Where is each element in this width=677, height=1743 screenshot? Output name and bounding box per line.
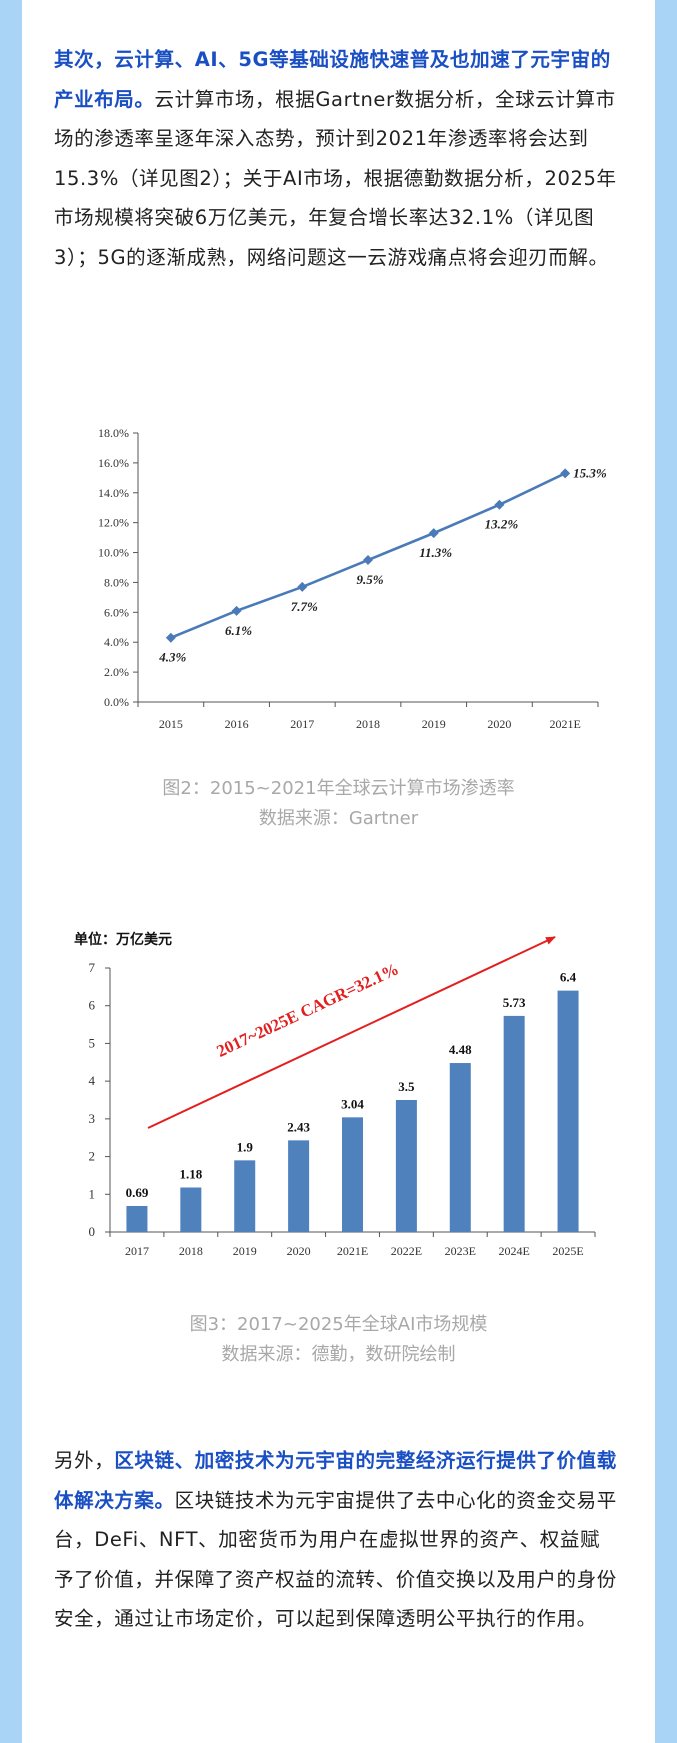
x-tick-label: 2020 [487, 717, 511, 731]
x-tick-label: 2019 [233, 1244, 257, 1258]
y-tick-label: 0.0% [104, 695, 129, 709]
bar [180, 1187, 202, 1232]
data-label: 9.5% [356, 572, 383, 587]
x-tick-label: 2021E [337, 1244, 368, 1258]
x-tick-label: 2020 [287, 1244, 311, 1258]
y-tick-label: 1 [89, 1186, 96, 1201]
bar-value-label: 1.18 [179, 1166, 202, 1181]
bar [503, 1015, 525, 1232]
y-tick-label: 18.0% [98, 426, 129, 440]
y-tick-label: 2 [89, 1149, 96, 1164]
highlight-text: 区块链、加密技术为元宇宙的完整经济运行提供了价值载体解决方案。 [54, 1449, 617, 1512]
x-tick-label: 2018 [179, 1244, 203, 1258]
y-tick-label: 16.0% [98, 456, 129, 470]
bar [395, 1100, 417, 1232]
bar-value-label: 2.43 [287, 1119, 310, 1134]
bar-value-label: 1.9 [237, 1139, 254, 1154]
cloud-penetration-line-chart: 0.0% 2.0% 4.0% 6.0% 8.0% 10.0% 12.0% 14.0% 16.0%… [98, 426, 607, 731]
bar-value-label: 5.73 [503, 995, 526, 1010]
bar-value-label: 3.04 [341, 1096, 364, 1111]
x-tick-label: 2025E [552, 1244, 583, 1258]
x-tick-label: 2021E [549, 717, 580, 731]
y-tick-label: 5 [89, 1035, 96, 1050]
bar [288, 1140, 310, 1232]
y-tick-label: 7 [89, 960, 96, 975]
x-tick-label: 2019 [422, 717, 446, 731]
x-tick-label: 2016 [225, 717, 249, 731]
y-tick-label: 14.0% [98, 486, 129, 500]
x-tick-label: 2022E [391, 1244, 422, 1258]
x-tick-label: 2017 [290, 717, 314, 731]
bar-value-label: 6.4 [560, 970, 577, 985]
y-tick-label: 4.0% [104, 635, 129, 649]
highlight-text: 其次，云计算、AI、5G等基础设施快速普及也加速了元宇宙的产业布局。 [54, 48, 611, 111]
figure2-source: 数据来源：Gartner [258, 808, 419, 829]
x-tick-label: 2023E [445, 1244, 476, 1258]
y-tick-label: 3 [89, 1111, 96, 1126]
bar [557, 990, 579, 1232]
data-point-marker [560, 468, 571, 479]
y-tick-label: 10.0% [98, 546, 129, 560]
data-label: 7.7% [291, 599, 318, 614]
bar [234, 1160, 256, 1232]
y-tick-label: 8.0% [104, 575, 129, 589]
bar-value-label: 3.5 [398, 1079, 415, 1094]
unit-label: 单位：万亿美元 [74, 931, 172, 948]
data-point-marker [428, 528, 439, 539]
y-tick-label: 4 [89, 1073, 96, 1088]
cagr-trend-arrow [147, 936, 556, 1129]
data-point-marker [231, 605, 242, 616]
y-tick-label: 0 [89, 1224, 96, 1239]
bar-value-label: 4.48 [449, 1042, 472, 1057]
data-point-marker [363, 555, 373, 566]
cagr-annotation: 2017~2025E CAGR=32.1% [214, 959, 402, 1061]
y-tick-label: 6.0% [104, 605, 129, 619]
lead-text: 另外， [54, 1449, 115, 1472]
y-tick-label: 12.0% [98, 516, 129, 530]
bar [449, 1063, 471, 1232]
figure3-source: 数据来源：德勤，数研院绘制 [221, 1344, 456, 1365]
paragraph-infrastructure: 其次，云计算、AI、5G等基础设施快速普及也加速了元宇宙的产业布局。云计算市场，… [54, 40, 620, 277]
bar [126, 1205, 148, 1232]
data-label: 4.3% [158, 650, 186, 665]
x-tick-label: 2024E [498, 1244, 529, 1258]
figure2-caption: 图2：2015~2021年全球云计算市场渗透率 [162, 778, 515, 799]
bar [342, 1117, 363, 1232]
x-tick-label: 2017 [125, 1244, 149, 1258]
x-tick-label: 2015 [159, 717, 183, 731]
body-text: 区块链技术为元宇宙提供了去中心化的资金交易平台，DeFi、NFT、加密货币为用户… [54, 1488, 617, 1631]
data-label: 15.3% [573, 465, 607, 480]
article-card [22, 0, 655, 1743]
ai-market-bar-chart: 单位：万亿美元 0 1 2 3 4 5 6 7 0.69 2017 1.18 2018 1.9 2019 2.… [74, 931, 596, 1258]
data-point-marker [165, 632, 176, 643]
y-tick-label: 2.0% [104, 665, 129, 679]
data-label: 6.1% [225, 623, 252, 638]
bar-value-label: 0.69 [126, 1185, 149, 1200]
data-point-marker [297, 581, 308, 592]
data-label: 11.3% [419, 545, 452, 560]
data-point-marker [494, 499, 505, 510]
paragraph-blockchain: 另外，区块链、加密技术为元宇宙的完整经济运行提供了价值载体解决方案。区块链技术为… [54, 1441, 620, 1639]
figure3-caption: 图3：2017~2025年全球AI市场规模 [189, 1314, 488, 1335]
body-text: 云计算市场，根据Gartner数据分析，全球云计算市场的渗透率呈逐年深入态势，预… [54, 87, 617, 269]
x-tick-label: 2018 [356, 717, 380, 731]
y-tick-label: 6 [89, 998, 96, 1013]
data-label: 13.2% [485, 517, 519, 532]
